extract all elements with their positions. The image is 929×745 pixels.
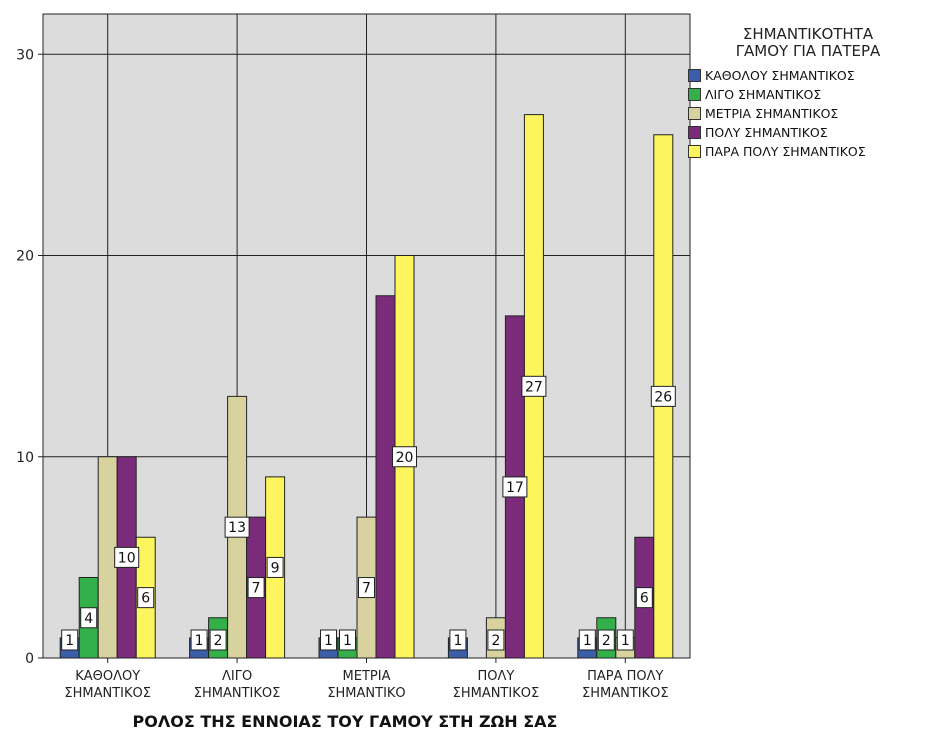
data-label-box [578, 629, 596, 651]
y-tick-label: 20 [16, 249, 34, 265]
data-label: 1 [453, 633, 462, 649]
x-tick-label: ΣΗΜΑΝΤΙΚΟ [327, 686, 405, 701]
x-axis-title: ΡΟΛΟΣ ΤΗΣ ΕΝΝΟΙΑΣ ΤΟΥ ΓΑΜΟΥ ΣΤΗ ΖΩΗ ΣΑΣ [132, 712, 558, 731]
x-tick-label: ΣΗΜΑΝΤΙΚΟΣ [582, 686, 669, 701]
legend-swatch-kathólou [688, 69, 701, 82]
data-label-box [487, 629, 505, 651]
legend-label-kathólou: ΚΑΘΟΛΟΥ ΣΗΜΑΝΤΙΚΟΣ [705, 68, 855, 83]
data-label: 2 [602, 633, 611, 649]
data-label: 26 [654, 389, 672, 405]
legend-items: ΚΑΘΟΛΟΥ ΣΗΜΑΝΤΙΚΟΣ ΛΙΓΟ ΣΗΜΑΝΤΙΚΟΣ ΜΕΤΡΙ… [688, 66, 928, 161]
data-label-box [190, 629, 208, 651]
data-label-box [358, 577, 375, 599]
legend-item-para-poly: ΠΑΡΑ ΠΟΛΥ ΣΗΜΑΝΤΙΚΟΣ [688, 142, 928, 161]
legend-title: ΣΗΜΑΝΤΙΚΟΤΗΤΑ ΓΑΜΟΥ ΓΙΑ ΠΑΤΕΡΑ [688, 26, 928, 60]
data-label-box [650, 385, 676, 407]
x-tick-label: ΣΗΜΑΝΤΙΚΟΣ [64, 686, 151, 701]
legend-swatch-para-poly [688, 145, 701, 158]
data-label: 1 [343, 633, 352, 649]
legend-swatch-lígo [688, 88, 701, 101]
data-label: 9 [271, 560, 280, 576]
data-label: 1 [195, 633, 204, 649]
data-label-box [209, 629, 227, 651]
data-label: 20 [396, 450, 414, 466]
data-label: 13 [228, 520, 246, 536]
data-label: 1 [621, 633, 630, 649]
legend-label-para-poly: ΠΑΡΑ ΠΟΛΥ ΣΗΜΑΝΤΙΚΟΣ [705, 144, 866, 159]
x-tick-label: ΣΗΜΑΝΤΙΚΟΣ [194, 686, 281, 701]
data-label-box [266, 556, 284, 578]
data-label-box [339, 629, 356, 651]
data-label-box [80, 607, 98, 629]
legend-title-line-2: ΓΑΜΟΥ ΓΙΑ ΠΑΤΕΡΑ [735, 42, 881, 60]
data-label-box [616, 629, 634, 651]
data-label-box [114, 546, 140, 568]
legend-title-line-1: ΣΗΜΑΝΤΙΚΟΤΗΤΑ [742, 25, 874, 43]
legend: ΣΗΜΑΝΤΙΚΟΤΗΤΑ ΓΑΜΟΥ ΓΙΑ ΠΑΤΕΡΑ ΚΑΘΟΛΟΥ Σ… [688, 26, 928, 161]
x-tick-label: ΚΑΘΟΛΟΥ [75, 669, 140, 684]
legend-label-lígo: ΛΙΓΟ ΣΗΜΑΝΤΙΚΟΣ [705, 87, 822, 102]
legend-swatch-metria [688, 107, 701, 120]
x-tick-label: ΠΑΡΑ ΠΟΛΥ [587, 669, 663, 684]
data-label: 2 [214, 633, 223, 649]
bar [375, 295, 396, 659]
legend-label-poly: ΠΟΛΥ ΣΗΜΑΝΤΙΚΟΣ [705, 125, 828, 140]
legend-item-poly: ΠΟΛΥ ΣΗΜΑΝΤΙΚΟΣ [688, 123, 928, 142]
data-label: 10 [118, 550, 136, 566]
x-tick-label: ΛΙΓΟ [222, 669, 252, 684]
data-label: 4 [84, 611, 93, 627]
data-label-box [449, 629, 467, 651]
data-label-box [247, 577, 265, 599]
data-label-box [320, 629, 337, 651]
data-label-box [392, 446, 417, 468]
data-label-box [597, 629, 615, 651]
data-label: 6 [141, 591, 150, 607]
x-tick-label: ΣΗΜΑΝΤΙΚΟΣ [453, 686, 540, 701]
data-label: 2 [491, 633, 500, 649]
x-tick-label: ΜΕΤΡΙΑ [343, 669, 391, 684]
data-label-box [521, 375, 547, 397]
data-label: 7 [362, 581, 371, 597]
data-label: 1 [324, 633, 333, 649]
x-tick-label: ΠΟΛΥ [477, 669, 514, 684]
data-label: 6 [640, 591, 649, 607]
y-tick-label: 0 [25, 651, 34, 667]
data-label: 7 [252, 581, 261, 597]
legend-item-kathólou: ΚΑΘΟΛΟΥ ΣΗΜΑΝΤΙΚΟΣ [688, 66, 928, 85]
data-label-box [224, 516, 250, 538]
data-label-box [137, 587, 155, 609]
legend-label-metria: ΜΕΤΡΙΑ ΣΗΜΑΝΤΙΚΟΣ [705, 106, 839, 121]
legend-item-metria: ΜΕΤΡΙΑ ΣΗΜΑΝΤΙΚΟΣ [688, 104, 928, 123]
data-label: 1 [583, 633, 592, 649]
data-label-box [61, 629, 79, 651]
legend-swatch-poly [688, 126, 701, 139]
y-tick-label: 10 [16, 450, 34, 466]
legend-item-lígo: ΛΙΓΟ ΣΗΜΑΝΤΙΚΟΣ [688, 85, 928, 104]
data-label: 27 [525, 379, 543, 395]
data-label: 17 [506, 480, 524, 496]
y-tick-label: 30 [16, 47, 34, 63]
data-label-box [502, 476, 528, 498]
data-label: 1 [65, 633, 74, 649]
data-label-box [635, 587, 653, 609]
